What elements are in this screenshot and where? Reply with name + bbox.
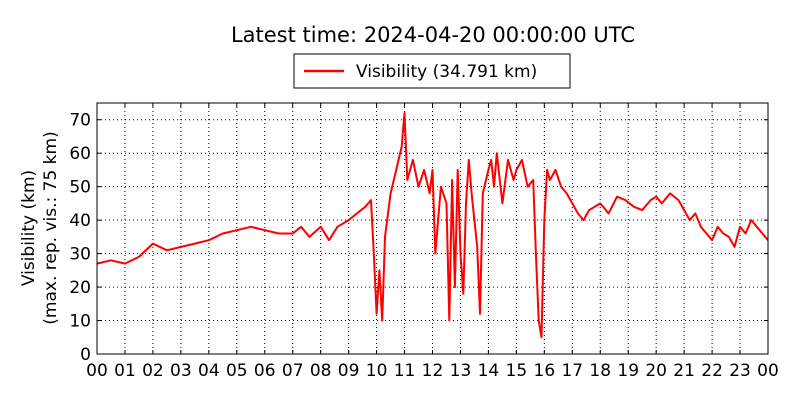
y-tick-label: 0 [80, 345, 91, 365]
chart-title: Latest time: 2024-04-20 00:00:00 UTC [231, 23, 635, 47]
y-tick-label: 10 [69, 312, 91, 332]
x-axis: 00 01 02 03 04 05 06 07 08 09 10 11 12 13 14 15 16 17 18 19… [86, 103, 779, 381]
x-tick-label: 16 [534, 361, 556, 381]
x-tick-label: 08 [310, 361, 332, 381]
y-axis: 0 10 20 30 40 50 60 70 [69, 111, 768, 365]
y-tick-label: 50 [69, 178, 91, 198]
y-tick-label: 40 [69, 211, 91, 231]
legend: Visibility (34.791 km) [293, 53, 571, 89]
x-tick-label: 00 [757, 361, 779, 381]
legend-label: Visibility (34.791 km) [356, 62, 537, 82]
x-tick-label: 20 [645, 361, 667, 381]
x-tick-label: 09 [338, 361, 360, 381]
x-tick-label: 05 [226, 361, 248, 381]
y-tick-label: 60 [69, 144, 91, 164]
x-tick-label: 18 [589, 361, 611, 381]
y-tick-label: 20 [69, 278, 91, 298]
x-tick-label: 21 [673, 361, 695, 381]
x-tick-label: 14 [478, 361, 500, 381]
x-tick-label: 12 [422, 361, 444, 381]
x-tick-label: 23 [729, 361, 751, 381]
grid [97, 103, 768, 354]
x-tick-label: 03 [170, 361, 192, 381]
x-tick-label: 15 [506, 361, 528, 381]
x-tick-label: 07 [282, 361, 304, 381]
x-tick-label: 06 [254, 361, 276, 381]
x-tick-label: 00 [86, 361, 108, 381]
x-tick-label: 22 [701, 361, 723, 381]
x-tick-label: 11 [394, 361, 416, 381]
x-tick-label: 10 [366, 361, 388, 381]
x-tick-label: 19 [617, 361, 639, 381]
x-tick-label: 17 [561, 361, 583, 381]
y-tick-label: 70 [69, 111, 91, 131]
y-axis-label-line2: (max. rep. vis.: 75 km) [41, 131, 61, 324]
x-tick-label: 02 [142, 361, 164, 381]
plot-frame [96, 102, 769, 355]
x-tick-label: 01 [114, 361, 136, 381]
y-axis-label-line1: Visibility (km) [19, 170, 39, 286]
x-tick-label: 13 [450, 361, 472, 381]
series-line [96, 112, 769, 339]
series-visibility [96, 112, 769, 339]
x-tick-label: 04 [198, 361, 220, 381]
y-tick-label: 30 [69, 245, 91, 265]
